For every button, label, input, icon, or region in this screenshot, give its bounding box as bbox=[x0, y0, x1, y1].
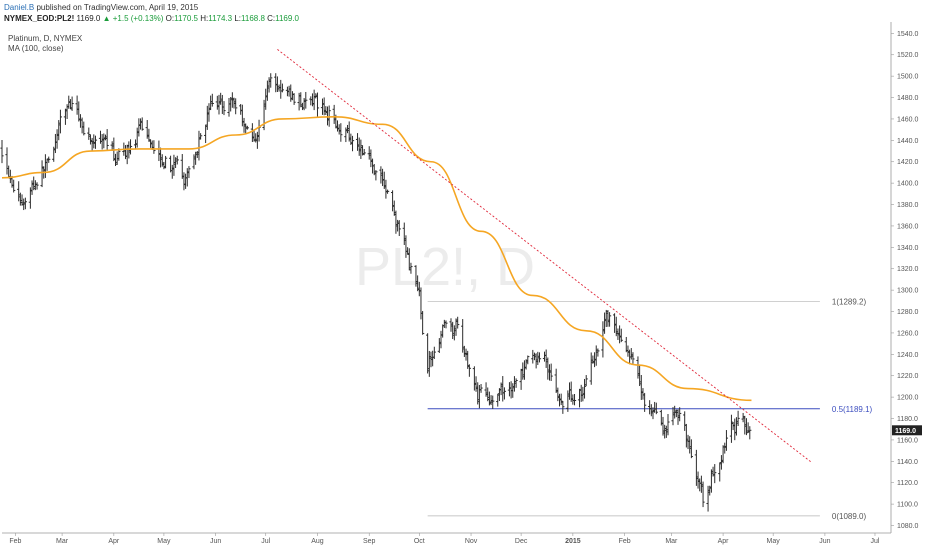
symbol-label: NYMEX_EOD:PL2! bbox=[4, 14, 75, 23]
high-value: 1174.3 bbox=[208, 14, 233, 23]
ohlc-readout: NYMEX_EOD:PL2! 1169.0 ▲ +1.5 (+0.13%) O:… bbox=[4, 13, 299, 24]
y-tick-label: 1360.0 bbox=[897, 223, 919, 230]
x-tick-label: Mar bbox=[665, 538, 678, 545]
x-tick-label: Jun bbox=[210, 538, 221, 545]
open-value: 1170.5 bbox=[174, 14, 198, 23]
y-tick-label: 1280.0 bbox=[897, 309, 919, 316]
x-tick-label: May bbox=[767, 538, 781, 545]
y-tick-label: 1480.0 bbox=[897, 95, 919, 102]
x-tick-label: Nov bbox=[465, 538, 478, 545]
author-link[interactable]: Daniel.B bbox=[4, 3, 35, 12]
x-tick-label: Sep bbox=[363, 538, 376, 545]
y-tick-label: 1440.0 bbox=[897, 138, 919, 145]
y-tick-label: 1520.0 bbox=[897, 52, 919, 59]
y-tick-label: 1200.0 bbox=[897, 395, 919, 402]
x-tick-label: Jul bbox=[261, 538, 270, 545]
fib-level-label: 1(1289.2) bbox=[832, 298, 867, 307]
publish-info: published on TradingView.com, April 19, … bbox=[34, 3, 199, 12]
y-tick-label: 1160.0 bbox=[897, 437, 918, 444]
change-value: +1.5 (+0.13%) bbox=[112, 14, 164, 23]
price-badge-bg bbox=[892, 425, 922, 436]
x-tick-label: Apr bbox=[718, 538, 730, 545]
last-price-badge: 1169.0 bbox=[892, 425, 922, 436]
x-tick-label: Feb bbox=[9, 538, 21, 545]
x-tick-label: May bbox=[157, 538, 171, 545]
y-tick-label: 1420.0 bbox=[897, 159, 919, 166]
price-axis[interactable]: 1080.0 1100.0 1120.0 1140.0 1160.0 1180.0 1200… bbox=[891, 31, 919, 530]
low-value: 1168.8 bbox=[241, 14, 265, 23]
y-tick-label: 1240.0 bbox=[897, 352, 919, 359]
y-tick-label: 1120.0 bbox=[897, 480, 918, 487]
y-tick-label: 1100.0 bbox=[897, 502, 918, 509]
low-label: L: bbox=[234, 14, 242, 23]
publish-header: Daniel.B published on TradingView.com, A… bbox=[4, 2, 198, 13]
last-price-value: 1169.0 bbox=[76, 14, 101, 23]
x-tick-label: Feb bbox=[619, 538, 631, 545]
y-tick-label: 1540.0 bbox=[897, 31, 919, 38]
y-tick-label: 1180.0 bbox=[897, 416, 918, 423]
y-tick-label: 1340.0 bbox=[897, 245, 919, 252]
x-tick-label: Jun bbox=[819, 538, 830, 545]
x-tick-label: Apr bbox=[108, 538, 120, 545]
time-axis[interactable]: Feb Mar Apr May Jun Jul Aug Sep Oct Nov Dec 2015 Feb… bbox=[9, 533, 880, 545]
axis-frame bbox=[2, 22, 892, 534]
moving-average-line bbox=[1, 116, 752, 402]
y-tick-label: 1220.0 bbox=[897, 373, 919, 380]
open-label: O: bbox=[165, 14, 175, 23]
close-value: 1169.0 bbox=[275, 14, 299, 23]
x-tick-label: Dec bbox=[515, 538, 528, 545]
x-tick-label: Aug bbox=[311, 538, 324, 545]
close-label: C: bbox=[267, 14, 276, 23]
symbol-watermark: PL2!, D bbox=[355, 237, 535, 297]
trendline[interactable] bbox=[277, 49, 812, 463]
x-tick-label: Mar bbox=[56, 538, 69, 545]
price-badge-text: 1169.0 bbox=[895, 428, 916, 435]
x-tick-label: 2015 bbox=[565, 538, 581, 545]
high-label: H: bbox=[200, 14, 209, 23]
y-tick-label: 1140.0 bbox=[897, 459, 918, 466]
y-tick-label: 1500.0 bbox=[897, 74, 919, 81]
y-tick-label: 1260.0 bbox=[897, 330, 919, 337]
fib-level-label: 0.5(1189.1) bbox=[832, 405, 873, 414]
x-tick-label: Jul bbox=[871, 538, 880, 545]
y-tick-label: 1300.0 bbox=[897, 288, 919, 295]
instrument-legend: Platinum, D, NYMEX bbox=[8, 34, 83, 43]
up-arrow-icon: ▲ bbox=[102, 14, 111, 23]
price-bars bbox=[0, 73, 752, 512]
y-tick-label: 1460.0 bbox=[897, 116, 919, 123]
fib-level-label: 0(1089.0) bbox=[832, 512, 867, 521]
y-tick-label: 1400.0 bbox=[897, 181, 919, 188]
y-tick-label: 1320.0 bbox=[897, 266, 919, 273]
y-tick-label: 1080.0 bbox=[897, 523, 919, 530]
x-tick-label: Oct bbox=[414, 538, 425, 545]
indicator-legend: MA (100, close) bbox=[8, 44, 64, 53]
y-tick-label: 1380.0 bbox=[897, 202, 919, 209]
